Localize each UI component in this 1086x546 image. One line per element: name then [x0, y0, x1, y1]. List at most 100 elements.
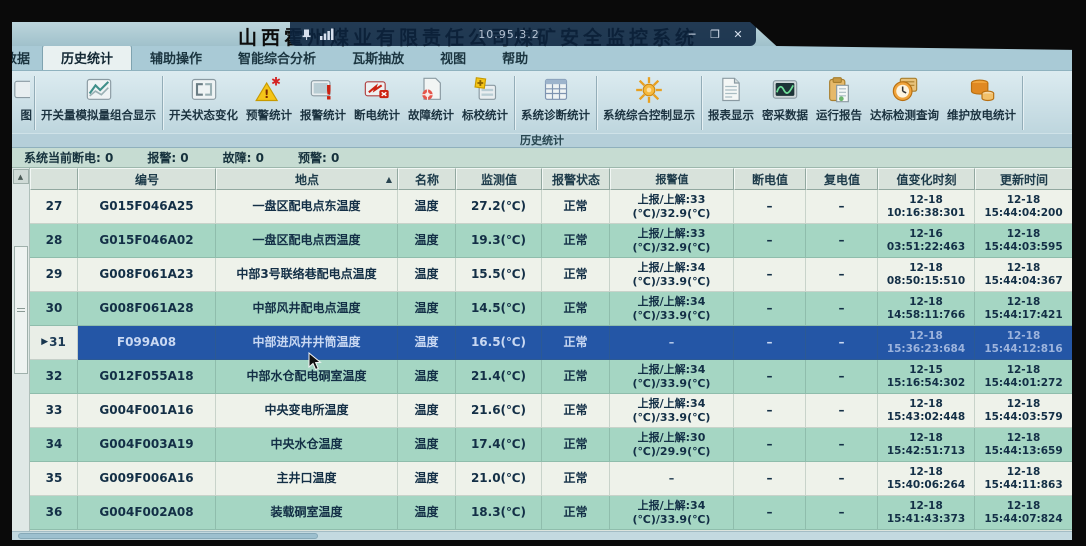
cell-restore-value: –: [806, 224, 878, 258]
toolbar-button-maintenance-discharge[interactable]: 维护放电统计: [943, 73, 1020, 133]
table-row[interactable]: 30 G008F061A28 中部风井配电点温度 温度 14.5(℃) 正常 上…: [30, 292, 1072, 326]
cell-update-time: 12-18 15:44:12:816: [975, 326, 1072, 360]
header-update-time[interactable]: 更新时间: [975, 168, 1072, 190]
cell-location: 中部进风井井筒温度: [216, 326, 398, 360]
toolbar-separator: [162, 76, 163, 130]
table-row[interactable]: ▶ 31 F099A08 中部进风井井筒温度 温度 16.5(℃) 正常 – – …: [30, 326, 1072, 360]
toolbar-button-switch-state[interactable]: 开关状态变化: [165, 73, 242, 133]
cell-sensor-id: G004F002A08: [78, 496, 216, 530]
cell-change-time: 12-18 15:36:23:684: [878, 326, 975, 360]
toolbar-button-calibration-stats[interactable]: 标校统计: [458, 73, 512, 133]
vertical-scrollbar-thumb[interactable]: [13, 246, 28, 374]
cell-rownum: 35: [30, 462, 78, 496]
table-row[interactable]: 29 G008F061A23 中部3号联络巷配电点温度 温度 15.5(℃) 正…: [30, 258, 1072, 292]
system-status-bar: 系统当前断电: 0 报警: 0 故障: 0 预警: 0: [12, 148, 1072, 168]
header-alarm-status[interactable]: 报警状态: [542, 168, 610, 190]
cell-restore-value: –: [806, 190, 878, 224]
cell-cutoff-value: –: [734, 326, 806, 360]
cell-restore-value: –: [806, 394, 878, 428]
table-row[interactable]: 35 G009F006A16 主井口温度 温度 21.0(℃) 正常 – – –…: [30, 462, 1072, 496]
toolbar-button-dense-data[interactable]: 密采数据: [758, 73, 812, 133]
header-name[interactable]: 名称: [398, 168, 456, 190]
tab-smart-analysis[interactable]: 智能综合分析: [238, 52, 317, 67]
cell-update-time: 12-18 15:44:07:824: [975, 496, 1072, 530]
tab-aux-ops[interactable]: 辅助操作: [150, 52, 203, 67]
toolbar-button-partial[interactable]: 图: [12, 73, 32, 133]
cell-cutoff-value: –: [734, 496, 806, 530]
toolbar-button-standard-query[interactable]: 达标检测查询: [866, 73, 943, 133]
table-row[interactable]: 32 G012F055A18 中部水仓配电硐室温度 温度 21.4(℃) 正常 …: [30, 360, 1072, 394]
cell-name: 温度: [398, 326, 456, 360]
toolbar-button-fault-stats[interactable]: 故障统计: [404, 73, 458, 133]
remote-address: 10.95.3.2: [478, 27, 540, 41]
cell-sensor-id: G008F061A23: [78, 258, 216, 292]
remote-connection-bar: 10.95.3.2 ─ ❐ ✕: [290, 22, 756, 46]
table-row[interactable]: 27 G015F046A25 一盘区配电点东温度 温度 27.2(℃) 正常 上…: [30, 190, 1072, 224]
toolbar-button-powercut-stats[interactable]: 断电统计: [350, 73, 404, 133]
tab-help[interactable]: 帮助: [502, 52, 529, 67]
cell-monitor-value: 14.5(℃): [456, 292, 542, 326]
vertical-scrollbar[interactable]: ▲: [12, 168, 30, 531]
table-row[interactable]: 34 G004F003A19 中央水仓温度 温度 17.4(℃) 正常 上报/上…: [30, 428, 1072, 462]
cell-name: 温度: [398, 462, 456, 496]
header-value[interactable]: 监测值: [456, 168, 542, 190]
header-change-time[interactable]: 值变化时刻: [878, 168, 975, 190]
header-location[interactable]: 地点 ▲: [216, 168, 398, 190]
control-sun-icon: [634, 75, 664, 105]
header-rownum: [30, 168, 78, 190]
toolbar-button-run-report[interactable]: 运行报告: [812, 73, 866, 133]
horizontal-scrollbar[interactable]: [12, 531, 1072, 540]
alarm-exclamation-icon: !: [308, 75, 338, 105]
cell-alarm-value: 上报/上解:34 (℃)/33.9(℃): [610, 496, 734, 530]
toolbar-button-alarm-stats[interactable]: ! 报警统计: [296, 73, 350, 133]
cell-alarm-value: 上报/上解:34 (℃)/33.9(℃): [610, 394, 734, 428]
cell-alarm-status: 正常: [542, 360, 610, 394]
cell-change-time: 12-16 03:51:22:463: [878, 224, 975, 258]
tab-data[interactable]: 数据: [12, 52, 31, 67]
tab-history-stats[interactable]: 历史统计: [42, 44, 133, 70]
toolbar-button-report-display[interactable]: 报表显示: [704, 73, 758, 133]
cell-location: 中央变电所温度: [216, 394, 398, 428]
table-row[interactable]: 28 G015F046A02 一盘区配电点西温度 温度 19.3(℃) 正常 上…: [30, 224, 1072, 258]
data-screen-icon: [770, 75, 800, 105]
app-window: 山西霍州煤业有限责任公司煤矿安全监控系统 10.95.3.2 ─ ❐ ✕ 数据 …: [12, 22, 1072, 540]
horizontal-scrollbar-thumb[interactable]: [18, 533, 318, 539]
cell-sensor-id: G009F006A16: [78, 462, 216, 496]
minimize-button[interactable]: ─: [688, 27, 696, 41]
table-row[interactable]: 36 G004F002A08 装载硐室温度 温度 18.3(℃) 正常 上报/上…: [30, 496, 1072, 530]
table-header-row: 编号 地点 ▲ 名称 监测值 报警状态 报警值 断电值 复电值 值变化时刻 更新时…: [30, 168, 1072, 190]
cell-name: 温度: [398, 190, 456, 224]
header-restore-value[interactable]: 复电值: [806, 168, 878, 190]
header-id[interactable]: 编号: [78, 168, 216, 190]
header-alarm-value[interactable]: 报警值: [610, 168, 734, 190]
cell-name: 温度: [398, 360, 456, 394]
cell-alarm-value: 上报/上解:33 (℃)/32.9(℃): [610, 190, 734, 224]
cell-rownum: 36: [30, 496, 78, 530]
cell-alarm-value: 上报/上解:33 (℃)/32.9(℃): [610, 224, 734, 258]
cell-name: 温度: [398, 224, 456, 258]
toolbar-button-diagnostic-stats[interactable]: 系统诊断统计: [517, 73, 594, 133]
cell-change-time: 12-18 15:43:02:448: [878, 394, 975, 428]
cell-sensor-id: G004F003A19: [78, 428, 216, 462]
close-button[interactable]: ✕: [733, 27, 743, 41]
line-chart-icon: [84, 75, 114, 105]
scroll-up-arrow-icon[interactable]: ▲: [12, 169, 29, 184]
tab-gas-drainage[interactable]: 瓦斯抽放: [352, 52, 405, 67]
cell-rownum: 28: [30, 224, 78, 258]
toolbar-button-combo-display[interactable]: 开关量模拟量组合显示: [37, 73, 160, 133]
cell-cutoff-value: –: [734, 292, 806, 326]
tab-view[interactable]: 视图: [440, 52, 467, 67]
cell-cutoff-value: –: [734, 258, 806, 292]
chart-icon: [12, 75, 32, 105]
cell-location: 主井口温度: [216, 462, 398, 496]
toolbar-button-prewarn-stats[interactable]: ! ✱ 预警统计: [246, 76, 292, 122]
cell-alarm-status: 正常: [542, 292, 610, 326]
cell-location: 中央水仓温度: [216, 428, 398, 462]
cell-alarm-status: 正常: [542, 496, 610, 530]
restore-button[interactable]: ❐: [710, 27, 720, 41]
header-cutoff-value[interactable]: 断电值: [734, 168, 806, 190]
toolbar-button-control-display[interactable]: 系统综合控制显示: [599, 73, 699, 133]
cell-monitor-value: 18.3(℃): [456, 496, 542, 530]
table-row[interactable]: 33 G004F001A16 中央变电所温度 温度 21.6(℃) 正常 上报/…: [30, 394, 1072, 428]
pin-icon[interactable]: [300, 28, 313, 41]
